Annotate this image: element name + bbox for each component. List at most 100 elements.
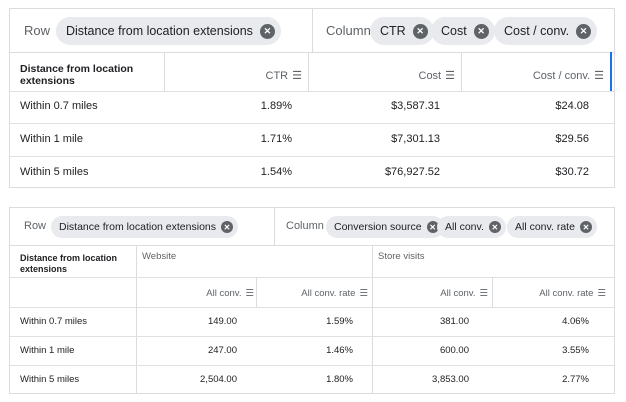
store-all-conv-cell: 3,853.00: [432, 374, 469, 385]
row-divider: [10, 123, 614, 124]
header-dimension: Distance from location extensions: [20, 63, 134, 87]
row-label: Row: [24, 220, 47, 232]
header-ctr[interactable]: CTR ☰: [164, 69, 308, 82]
row-label-cell: Within 1 mile: [20, 133, 83, 145]
filter-icon[interactable]: ☰: [445, 70, 455, 82]
remove-chip-icon[interactable]: ✕: [579, 221, 592, 233]
row-label-cell: Within 1 mile: [20, 345, 75, 356]
row-chip-distance[interactable]: Distance from location extensions ✕: [56, 17, 281, 45]
remove-chip-icon[interactable]: ✕: [473, 23, 489, 39]
header-website-all-conv-rate[interactable]: All conv. rate ☰: [256, 288, 368, 299]
header-dimension: Distance from location extensions: [20, 253, 118, 274]
row-divider: [10, 91, 614, 92]
store-all-conv-cell: 600.00: [439, 345, 469, 356]
row-label: Row: [24, 23, 51, 38]
remove-chip-icon[interactable]: ✕: [576, 23, 592, 39]
column-divider: [461, 52, 462, 91]
remove-chip-icon[interactable]: ✕: [412, 23, 428, 39]
header-store-all-conv[interactable]: All conv. ☰: [372, 288, 488, 299]
filter-icon[interactable]: ☰: [479, 288, 488, 299]
chip-label: All conv.: [445, 221, 484, 233]
row-divider: [10, 277, 614, 278]
cost-cell: $76,927.52: [384, 166, 440, 178]
column-chip-cost[interactable]: Cost ✕: [431, 17, 495, 45]
filter-icon[interactable]: ☰: [292, 70, 302, 82]
table-toolbar: Row Distance from location extensions ✕ …: [10, 208, 614, 246]
column-divider: [164, 52, 165, 91]
row-label-cell: Within 5 miles: [20, 374, 80, 385]
column-chip-conversion-source[interactable]: Conversion source ✕: [326, 216, 444, 238]
cost-per-conv-cell: $29.56: [555, 133, 589, 145]
store-all-conv-cell: 381.00: [439, 316, 469, 327]
chip-label: Distance from location extensions: [59, 221, 216, 233]
store-all-conv-rate-cell: 3.55%: [562, 345, 589, 356]
header-label: Cost: [418, 70, 442, 82]
header-label: All conv. rate: [301, 288, 356, 299]
ctr-cell: 1.71%: [260, 133, 292, 145]
store-all-conv-rate-cell: 2.77%: [562, 374, 589, 385]
column-divider: [136, 307, 137, 393]
row-chip-distance[interactable]: Distance from location extensions ✕: [51, 216, 238, 238]
remove-chip-icon[interactable]: ✕: [259, 23, 275, 39]
column-chip-cost-per-conv[interactable]: Cost / conv. ✕: [494, 17, 598, 45]
header-store-all-conv-rate[interactable]: All conv. rate ☰: [492, 288, 606, 299]
group-header-website: Website: [142, 251, 177, 262]
header-cost-per-conv[interactable]: Cost / conv. ☰: [461, 69, 610, 82]
ctr-cell: 1.54%: [260, 166, 292, 178]
filter-icon[interactable]: ☰: [594, 70, 604, 82]
toolbar-divider: [274, 208, 275, 245]
report-table-top: Row Distance from location extensions ✕ …: [9, 8, 615, 188]
ctr-cell: 1.89%: [260, 100, 292, 112]
remove-chip-icon[interactable]: ✕: [488, 221, 501, 233]
row-label-cell: Within 0.7 miles: [20, 316, 88, 327]
toolbar-divider: [312, 9, 313, 52]
column-divider: [136, 245, 137, 307]
chip-label: All conv. rate: [515, 221, 575, 233]
filter-icon[interactable]: ☰: [359, 288, 368, 299]
filter-icon[interactable]: ☰: [245, 288, 254, 299]
chip-label: Conversion source: [334, 221, 422, 233]
column-chip-all-conv-rate[interactable]: All conv. rate ✕: [507, 216, 597, 238]
column-label: Column: [286, 220, 324, 232]
column-divider: [372, 307, 373, 393]
cost-per-conv-cell: $30.72: [555, 166, 589, 178]
column-divider: [308, 52, 309, 91]
store-all-conv-rate-cell: 4.06%: [562, 316, 589, 327]
filter-icon[interactable]: ☰: [597, 288, 606, 299]
website-all-conv-cell: 247.00: [207, 345, 237, 356]
cost-cell: $3,587.31: [391, 100, 440, 112]
website-all-conv-cell: 149.00: [207, 316, 237, 327]
column-divider: [256, 277, 257, 307]
cost-per-conv-cell: $24.08: [555, 100, 589, 112]
row-label-cell: Within 0.7 miles: [20, 100, 98, 112]
cost-cell: $7,301.13: [391, 133, 440, 145]
website-all-conv-rate-cell: 1.80%: [326, 374, 353, 385]
chip-label: Cost: [441, 24, 467, 38]
row-divider: [10, 156, 614, 157]
chip-label: Distance from location extensions: [66, 24, 253, 38]
remove-chip-icon[interactable]: ✕: [221, 221, 233, 233]
row-label-cell: Within 5 miles: [20, 166, 89, 178]
column-label: Column: [326, 23, 371, 38]
website-all-conv-cell: 2,504.00: [200, 374, 237, 385]
column-divider: [372, 245, 373, 307]
column-divider: [492, 277, 493, 307]
header-label: All conv.: [440, 288, 476, 299]
row-divider: [10, 365, 614, 366]
table-toolbar: Row Distance from location extensions ✕ …: [10, 9, 614, 53]
active-column-indicator: [610, 52, 612, 91]
header-website-all-conv[interactable]: All conv. ☰: [136, 288, 254, 299]
header-label: All conv. rate: [539, 288, 594, 299]
header-label: Cost / conv.: [532, 70, 591, 82]
chip-label: CTR: [380, 24, 406, 38]
column-chip-ctr[interactable]: CTR ✕: [370, 17, 434, 45]
header-cost[interactable]: Cost ☰: [308, 69, 461, 82]
group-header-store-visits: Store visits: [378, 251, 425, 262]
website-all-conv-rate-cell: 1.46%: [326, 345, 353, 356]
remove-chip-icon[interactable]: ✕: [426, 221, 439, 233]
row-divider: [10, 336, 614, 337]
report-table-bottom: Row Distance from location extensions ✕ …: [9, 207, 615, 394]
header-label: All conv.: [206, 288, 242, 299]
row-divider: [10, 307, 614, 308]
column-chip-all-conv[interactable]: All conv. ✕: [437, 216, 506, 238]
